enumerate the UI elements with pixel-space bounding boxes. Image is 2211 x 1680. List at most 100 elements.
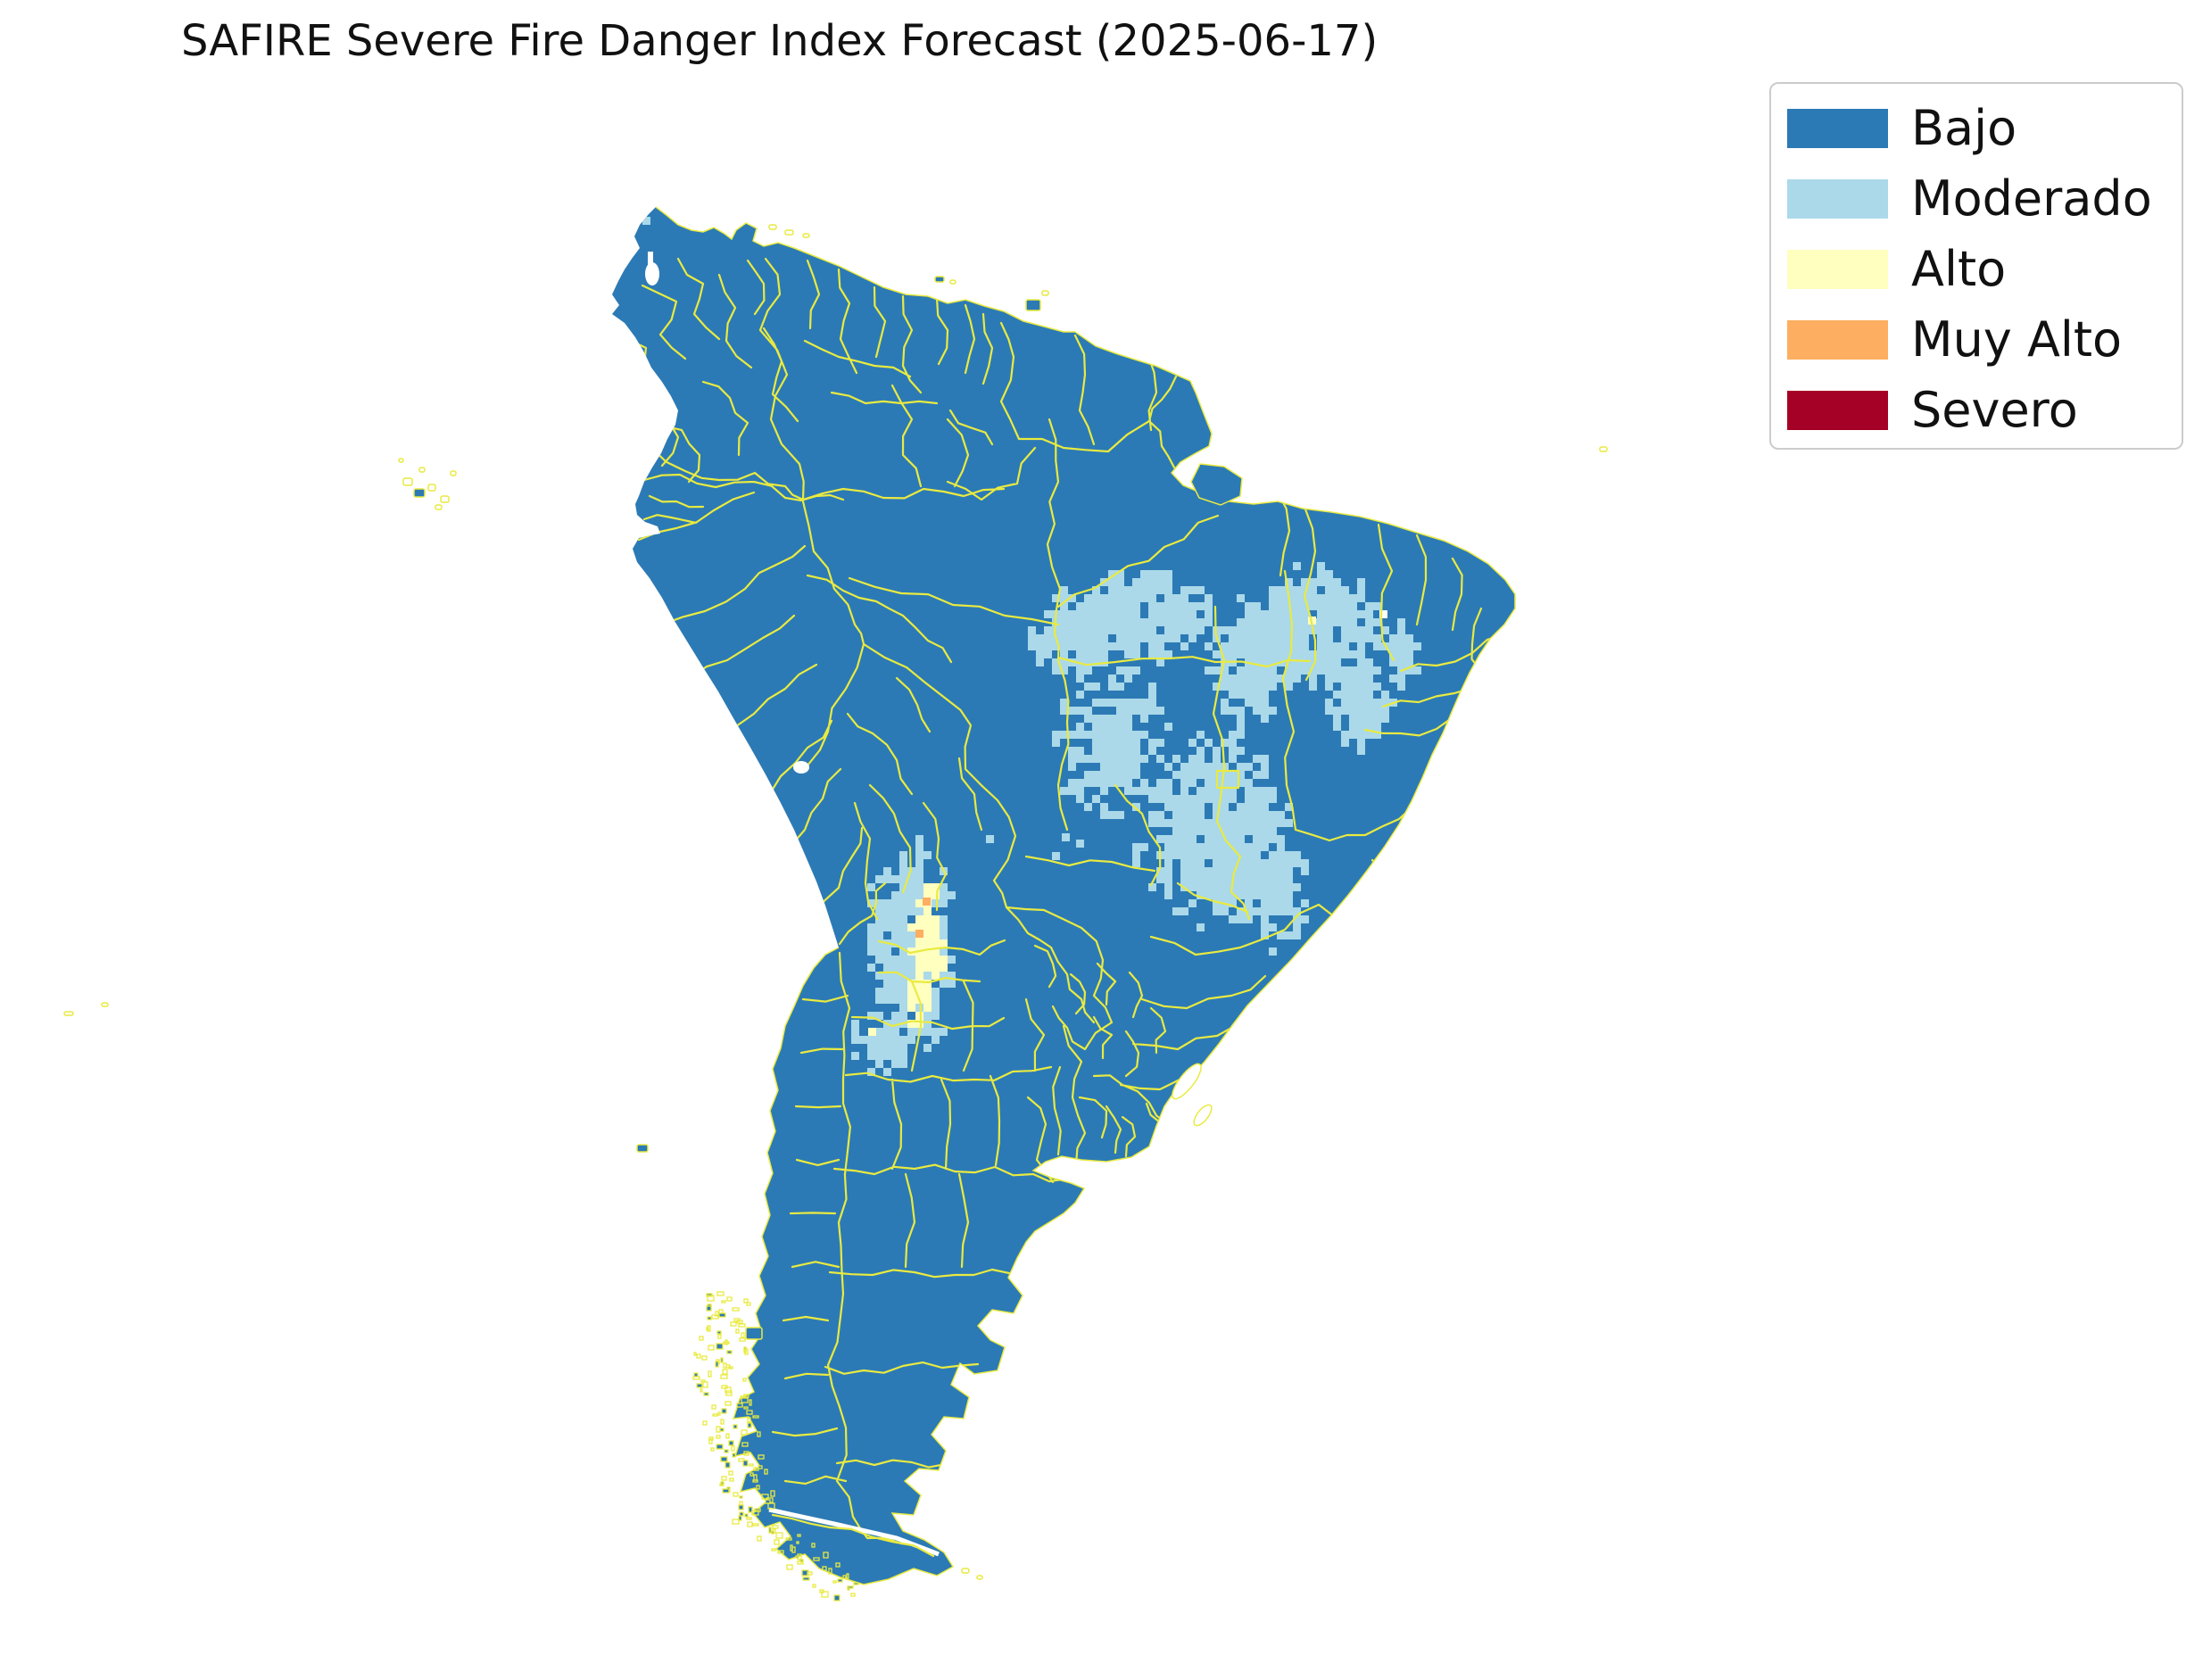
grid-cell xyxy=(1156,835,1197,843)
grid-cell xyxy=(1221,699,1229,707)
fjord-islet xyxy=(822,1566,827,1571)
grid-cell xyxy=(1253,835,1285,843)
fjord-islet xyxy=(797,1534,801,1537)
island xyxy=(1041,290,1049,296)
island xyxy=(784,229,794,236)
fjord-islet xyxy=(747,1521,753,1527)
grid-cell xyxy=(1245,787,1277,795)
grid-cell xyxy=(1052,618,1213,626)
grid-cell xyxy=(1076,691,1084,699)
fjord-islet xyxy=(721,1408,727,1414)
island xyxy=(745,1327,763,1340)
legend-label-severo: Severo xyxy=(1911,381,2078,438)
fjord-islet xyxy=(744,1348,749,1355)
fjord-islet xyxy=(721,1476,727,1481)
fjord-islet xyxy=(743,1298,749,1303)
grid-cell xyxy=(1100,763,1140,771)
grid-cell xyxy=(1164,891,1172,899)
grid-cell xyxy=(907,988,932,996)
grid-cell xyxy=(883,980,907,988)
fjord-islet xyxy=(726,1350,733,1354)
grid-cell xyxy=(1365,618,1381,626)
grid-cell xyxy=(1237,618,1357,626)
grid-cell xyxy=(851,1036,915,1044)
fjord-islet xyxy=(752,1479,758,1483)
fjord-islet xyxy=(741,1429,748,1436)
grid-cell xyxy=(875,1060,883,1068)
fjord-islet xyxy=(716,1343,724,1350)
fjord-islet xyxy=(708,1438,713,1444)
grid-cell xyxy=(1357,642,1365,650)
grid-cell xyxy=(1148,683,1156,691)
fjord-islet xyxy=(749,1463,754,1467)
fjord-islet xyxy=(736,1403,743,1408)
fjord-islet xyxy=(720,1456,728,1462)
grid-cell xyxy=(1180,883,1301,891)
fjord-islet xyxy=(708,1345,715,1351)
grid-cell xyxy=(1076,723,1084,731)
grid-cell xyxy=(940,883,948,891)
grid-cell xyxy=(1213,803,1229,811)
grid-cell xyxy=(1172,907,1188,915)
grid-cell xyxy=(1397,683,1405,691)
grid-cell xyxy=(907,980,932,988)
fjord-islet xyxy=(801,1569,809,1577)
grid-cell xyxy=(867,1052,907,1060)
grid-cell xyxy=(1028,626,1036,634)
muy-alto-cells xyxy=(915,898,931,938)
grid-cell xyxy=(915,859,923,867)
grid-cell xyxy=(875,988,907,996)
grid-cell xyxy=(923,898,931,906)
grid-cell xyxy=(1060,707,1092,715)
fjord-islet xyxy=(832,1580,837,1584)
grid-cell xyxy=(915,843,923,851)
fjord-islet xyxy=(837,1578,843,1583)
fjord-islet xyxy=(699,1336,704,1341)
lake-titicaca xyxy=(793,761,809,774)
fjord-islet xyxy=(747,1417,751,1423)
grid-cell xyxy=(1205,739,1213,747)
grid-cell xyxy=(1245,699,1269,707)
strait-border xyxy=(771,1513,935,1558)
fjord-islet xyxy=(725,1390,733,1396)
fjord-islet xyxy=(796,1541,799,1544)
grid-cell xyxy=(1132,843,1148,851)
islands xyxy=(63,224,1608,1601)
grid-cell xyxy=(1341,699,1397,707)
grid-cell xyxy=(1148,883,1156,891)
grid-cell xyxy=(1124,650,1140,658)
grid-cell xyxy=(940,931,948,939)
grid-cell xyxy=(875,907,923,915)
grid-cell xyxy=(1068,755,1148,763)
grid-cell xyxy=(1349,723,1381,731)
grid-cell xyxy=(1301,899,1309,907)
fjord-islet xyxy=(853,1582,859,1585)
island xyxy=(435,504,443,510)
fjord-islet xyxy=(812,1584,816,1588)
grid-cell xyxy=(1052,852,1060,860)
grid-cell xyxy=(1325,699,1333,707)
fjord-islet xyxy=(696,1353,701,1359)
fjord-islet xyxy=(807,1571,813,1576)
legend-swatch-alto xyxy=(1787,249,1888,289)
fjord-islet xyxy=(725,1401,732,1406)
grid-cell xyxy=(1076,650,1108,658)
fjord-islet xyxy=(833,1594,841,1601)
legend-swatch-bajo xyxy=(1787,108,1888,148)
grid-cell xyxy=(1060,699,1068,707)
grid-cell xyxy=(1205,610,1213,618)
legend-swatch-moderado xyxy=(1787,178,1888,219)
fjord-islet xyxy=(730,1321,737,1327)
grid-cell xyxy=(1092,795,1100,803)
fjord-islet xyxy=(741,1332,745,1338)
grid-cell xyxy=(1245,602,1261,610)
grid-cell xyxy=(1213,650,1365,658)
grid-cell xyxy=(1301,867,1309,875)
grid-cell xyxy=(1036,658,1044,666)
island xyxy=(418,467,426,473)
grid-cell xyxy=(1237,803,1269,811)
grid-cell xyxy=(1237,594,1245,602)
grid-cell xyxy=(1293,915,1309,923)
grid-cell xyxy=(1100,811,1124,819)
island xyxy=(402,477,413,486)
